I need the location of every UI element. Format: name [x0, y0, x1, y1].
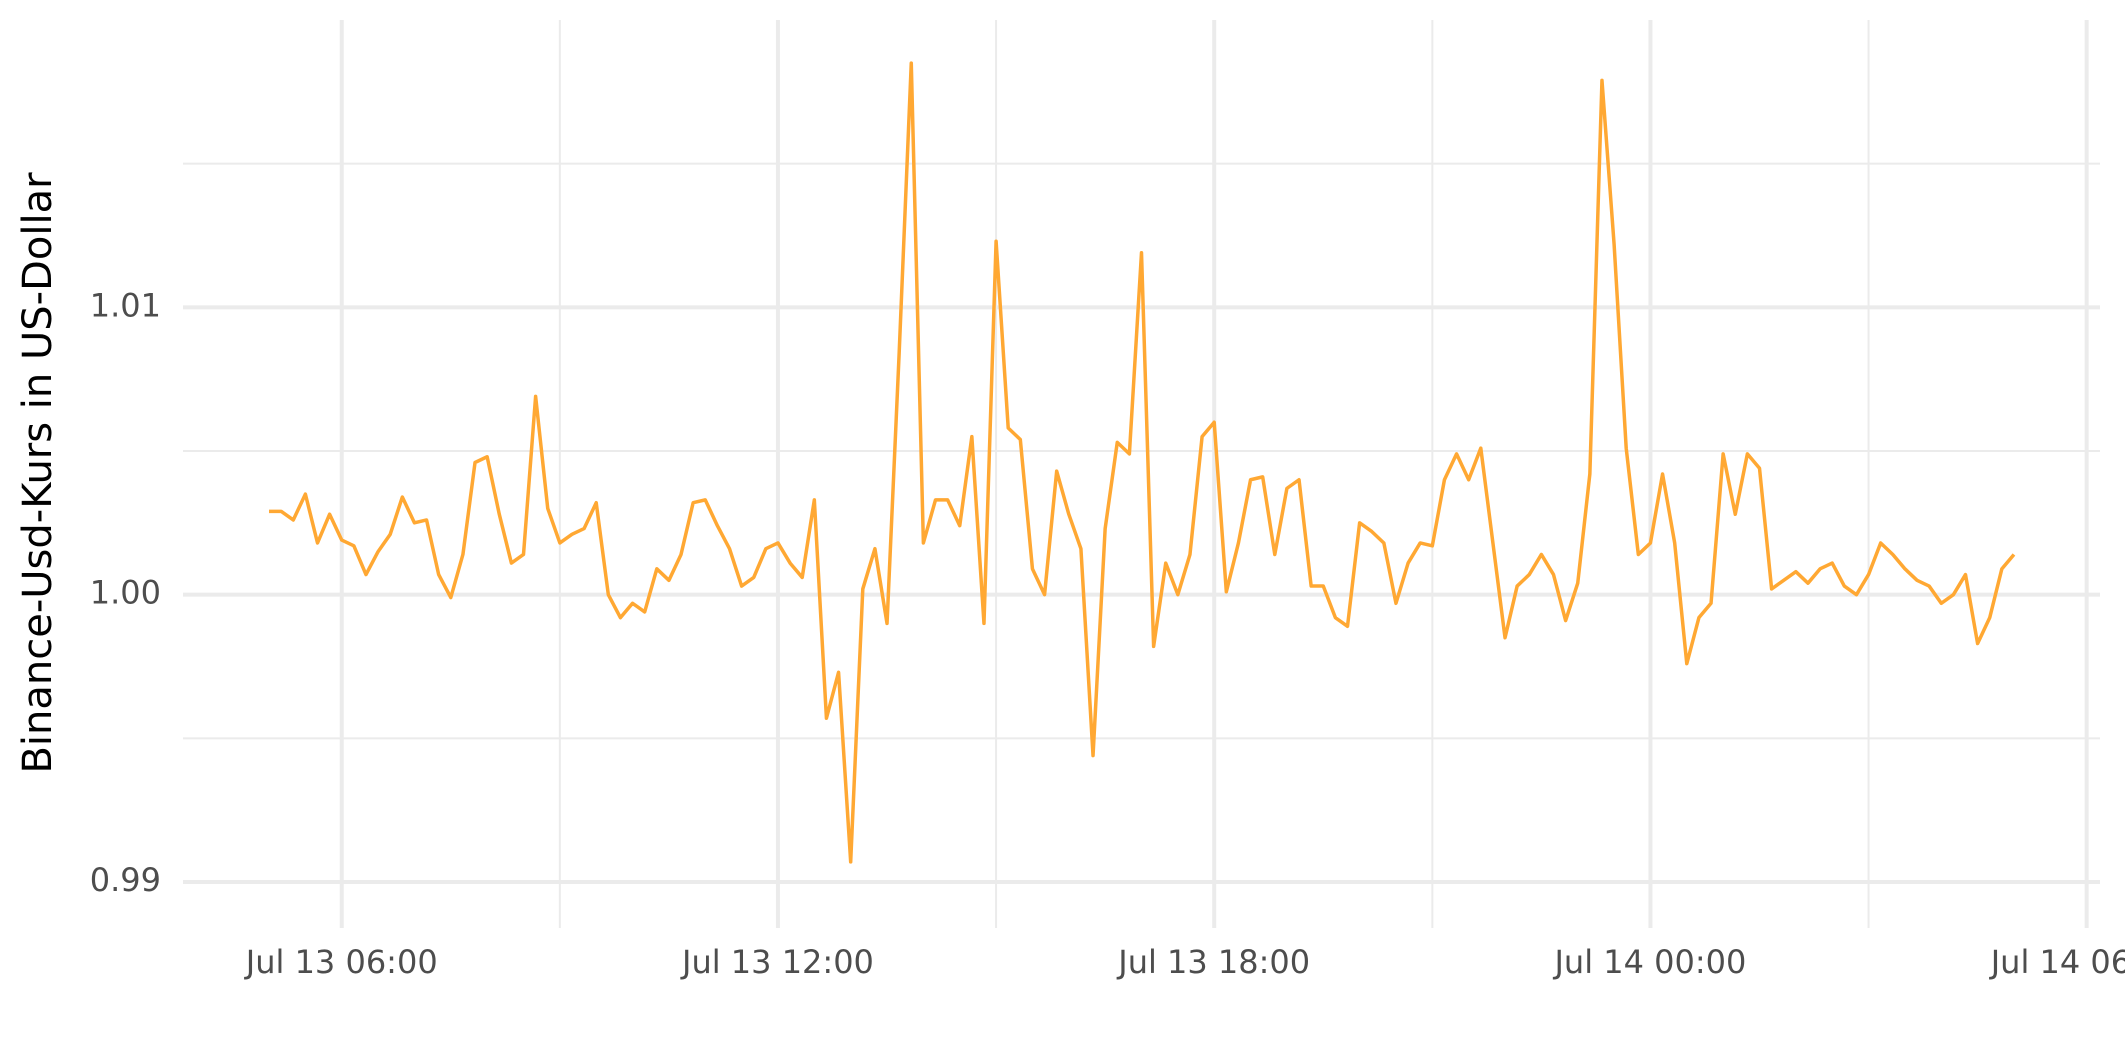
data-line: [269, 61, 2016, 864]
x-tick-label: Jul 14 06:00: [1989, 943, 2125, 981]
y-tick-label: 0.99: [90, 861, 161, 899]
x-tick-label: Jul 13 18:00: [1116, 943, 1310, 981]
y-tick-label: 1.01: [90, 286, 161, 324]
x-tick-label: Jul 13 12:00: [680, 943, 874, 981]
y-tick-label: 1.00: [90, 574, 161, 612]
y-axis-title: Binance-Usd-Kurs in US-Dollar: [15, 172, 61, 774]
x-tick-label: Jul 14 00:00: [1552, 943, 1746, 981]
x-tick-label: Jul 13 06:00: [244, 943, 438, 981]
